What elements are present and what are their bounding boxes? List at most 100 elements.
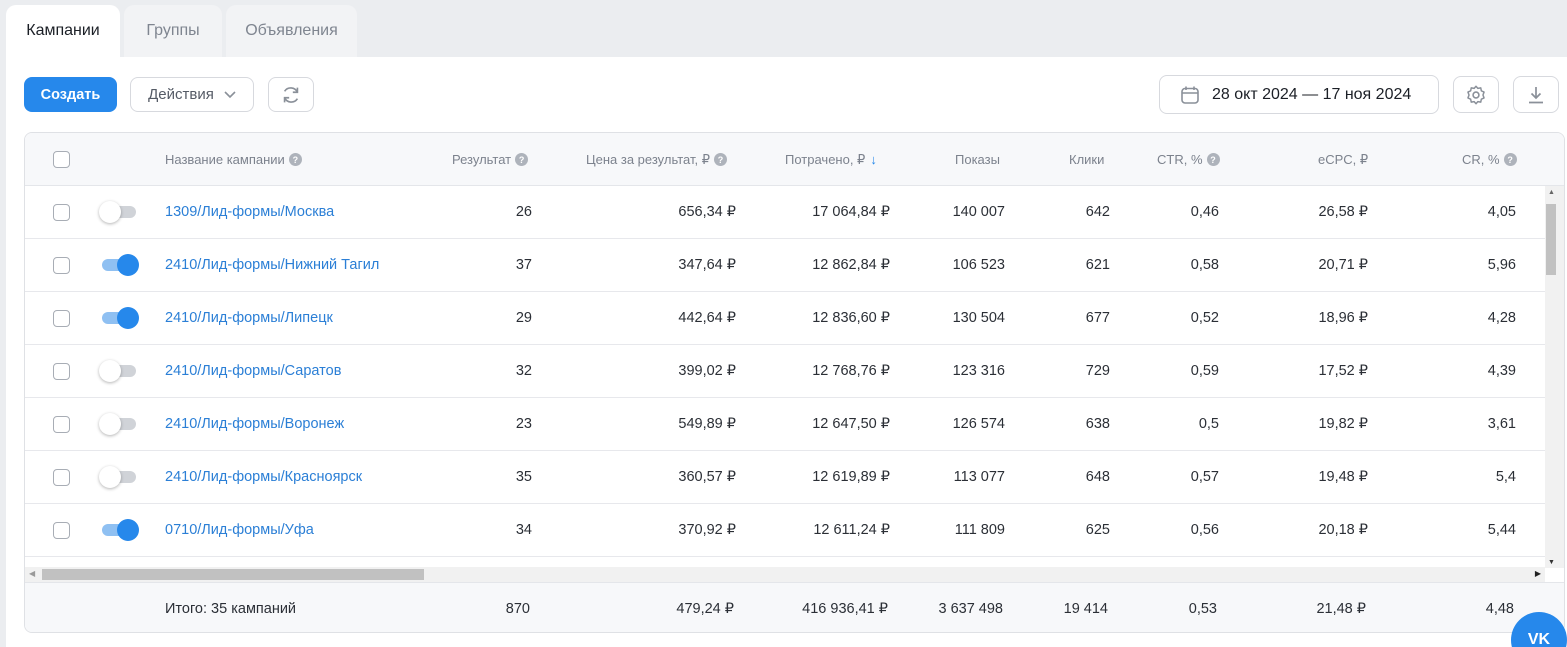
cell-clicks: 642 — [1085, 204, 1110, 220]
help-icon[interactable]: ? — [515, 153, 529, 166]
campaign-name-link[interactable]: 2410/Лид-формы/Нижний Тагил — [165, 257, 380, 273]
campaign-name-link[interactable]: 2410/Лид-формы/Воронеж — [165, 416, 345, 432]
vertical-scroll-thumb[interactable] — [1546, 204, 1556, 275]
refresh-button[interactable] — [268, 77, 314, 112]
scroll-left-arrow-icon[interactable]: ◀ — [29, 569, 36, 578]
cell-spent: 12 768,76 ₽ — [812, 363, 890, 379]
horizontal-scrollbar[interactable]: ◀ ▶ — [25, 567, 1545, 582]
header-result[interactable]: Результат? — [452, 133, 529, 186]
cell-ecpc: 19,82 ₽ — [1318, 416, 1368, 432]
table-row: 1309/Лид-формы/Москва 26 656,34 ₽ 17 064,84… — [25, 186, 1545, 239]
cell-ctr: 0,52 — [1190, 310, 1219, 326]
refresh-icon — [283, 86, 299, 103]
row-checkbox[interactable] — [53, 522, 70, 539]
row-checkbox[interactable] — [53, 204, 70, 221]
tab-bar: Кампании Группы Объявления — [6, 5, 357, 57]
sort-arrow-icon: ↓ — [870, 152, 877, 167]
campaign-status-toggle[interactable] — [99, 360, 137, 382]
scroll-down-arrow-icon[interactable]: ▼ — [1548, 559, 1555, 566]
actions-dropdown[interactable]: Действия — [130, 77, 254, 112]
cell-cr: 3,61 — [1487, 416, 1516, 432]
cell-result: 26 — [515, 204, 532, 220]
table-row: 2410/Лид-формы/Липецк 29 442,64 ₽ 12 836,60… — [25, 292, 1545, 345]
header-cr[interactable]: CR, %? — [1462, 133, 1517, 186]
header-clicks[interactable]: Клики — [1069, 152, 1105, 167]
campaign-name-link[interactable]: 2410/Лид-формы/Липецк — [165, 310, 333, 326]
row-checkbox[interactable] — [53, 469, 70, 486]
download-icon — [1529, 86, 1543, 103]
header-ecpc[interactable]: eCPC, ₽ — [1318, 151, 1369, 167]
cell-ecpc: 20,18 ₽ — [1318, 522, 1368, 538]
cell-price: 549,89 ₽ — [678, 416, 736, 432]
campaign-status-toggle[interactable] — [99, 519, 139, 541]
cell-cr: 4,28 — [1487, 310, 1516, 326]
table-row: 2410/Лид-формы/Красноярск 35 360,57 ₽ 12 61… — [25, 451, 1545, 504]
header-ctr[interactable]: CTR, %? — [1157, 133, 1220, 186]
header-price[interactable]: Цена за результат, ₽? — [586, 133, 727, 186]
cell-price: 442,64 ₽ — [678, 310, 736, 326]
cell-price: 360,57 ₽ — [678, 469, 736, 485]
cell-result: 35 — [515, 469, 532, 485]
campaign-name-link[interactable]: 1309/Лид-формы/Москва — [165, 204, 335, 220]
settings-button[interactable] — [1453, 76, 1499, 113]
campaign-status-toggle[interactable] — [99, 201, 137, 223]
help-icon[interactable]: ? — [1503, 153, 1517, 166]
header-spent[interactable]: Потрачено, ₽ ↓ — [785, 151, 877, 168]
tab-campaigns[interactable]: Кампании — [6, 5, 120, 57]
horizontal-scroll-thumb[interactable] — [42, 569, 424, 580]
vertical-scrollbar[interactable]: ▲ ▼ — [1545, 186, 1564, 568]
select-all-checkbox[interactable] — [53, 151, 70, 168]
totals-cr: 4,48 — [1485, 601, 1514, 617]
scroll-up-arrow-icon[interactable]: ▲ — [1548, 189, 1555, 196]
help-icon[interactable]: ? — [1206, 153, 1220, 166]
cell-result: 37 — [515, 257, 532, 273]
gear-icon — [1467, 85, 1485, 104]
row-checkbox[interactable] — [53, 257, 70, 274]
cell-result: 29 — [515, 310, 532, 326]
cell-ecpc: 19,48 ₽ — [1318, 469, 1368, 485]
row-checkbox[interactable] — [53, 363, 70, 380]
cell-clicks: 638 — [1085, 416, 1110, 432]
tab-ads[interactable]: Объявления — [226, 5, 357, 57]
tab-groups[interactable]: Группы — [124, 5, 222, 57]
cell-cr: 5,44 — [1487, 522, 1516, 538]
cell-price: 370,92 ₽ — [678, 522, 736, 538]
cell-clicks: 648 — [1085, 469, 1110, 485]
cell-shows: 106 523 — [952, 257, 1005, 273]
header-shows[interactable]: Показы — [955, 152, 1000, 167]
help-icon[interactable]: ? — [713, 153, 727, 166]
cell-ctr: 0,58 — [1190, 257, 1219, 273]
cell-shows: 111 809 — [954, 522, 1005, 538]
row-checkbox[interactable] — [53, 416, 70, 433]
campaign-name-link[interactable]: 2410/Лид-формы/Саратов — [165, 363, 342, 379]
cell-ecpc: 17,52 ₽ — [1318, 363, 1368, 379]
date-range-picker[interactable]: 28 окт 2024 — 17 ноя 2024 — [1159, 75, 1439, 114]
cell-ecpc: 18,96 ₽ — [1318, 310, 1368, 326]
cell-shows: 130 504 — [952, 310, 1005, 326]
campaign-status-toggle[interactable] — [99, 466, 137, 488]
download-button[interactable] — [1513, 76, 1559, 113]
campaign-status-toggle[interactable] — [99, 413, 137, 435]
cell-spent: 12 862,84 ₽ — [812, 257, 890, 273]
campaign-name-link[interactable]: 2410/Лид-формы/Красноярск — [165, 469, 363, 485]
header-name[interactable]: Название кампании? — [165, 133, 302, 186]
create-button[interactable]: Создать — [24, 77, 117, 112]
scroll-right-arrow-icon[interactable]: ▶ — [1534, 569, 1541, 578]
table-row: 2410/Лид-формы/Воронеж 23 549,89 ₽ 12 647,5… — [25, 398, 1545, 451]
campaign-name-link[interactable]: 0710/Лид-формы/Уфа — [165, 522, 314, 538]
row-checkbox[interactable] — [53, 310, 70, 327]
cell-shows: 140 007 — [952, 204, 1005, 220]
cell-price: 656,34 ₽ — [678, 204, 736, 220]
cell-clicks: 621 — [1085, 257, 1110, 273]
campaign-status-toggle[interactable] — [99, 307, 139, 329]
table-totals-row: Итого: 35 кампаний 870 479,24 ₽ 416 936,… — [25, 582, 1564, 632]
cell-price: 347,64 ₽ — [678, 257, 736, 273]
actions-label: Действия — [148, 86, 214, 103]
campaign-status-toggle[interactable] — [99, 254, 139, 276]
help-icon[interactable]: ? — [288, 153, 302, 166]
cell-result: 32 — [515, 363, 532, 379]
cell-shows: 126 574 — [952, 416, 1005, 432]
totals-ctr: 0,53 — [1188, 601, 1217, 617]
cell-shows: 123 316 — [952, 363, 1005, 379]
totals-ecpc: 21,48 ₽ — [1316, 601, 1366, 617]
